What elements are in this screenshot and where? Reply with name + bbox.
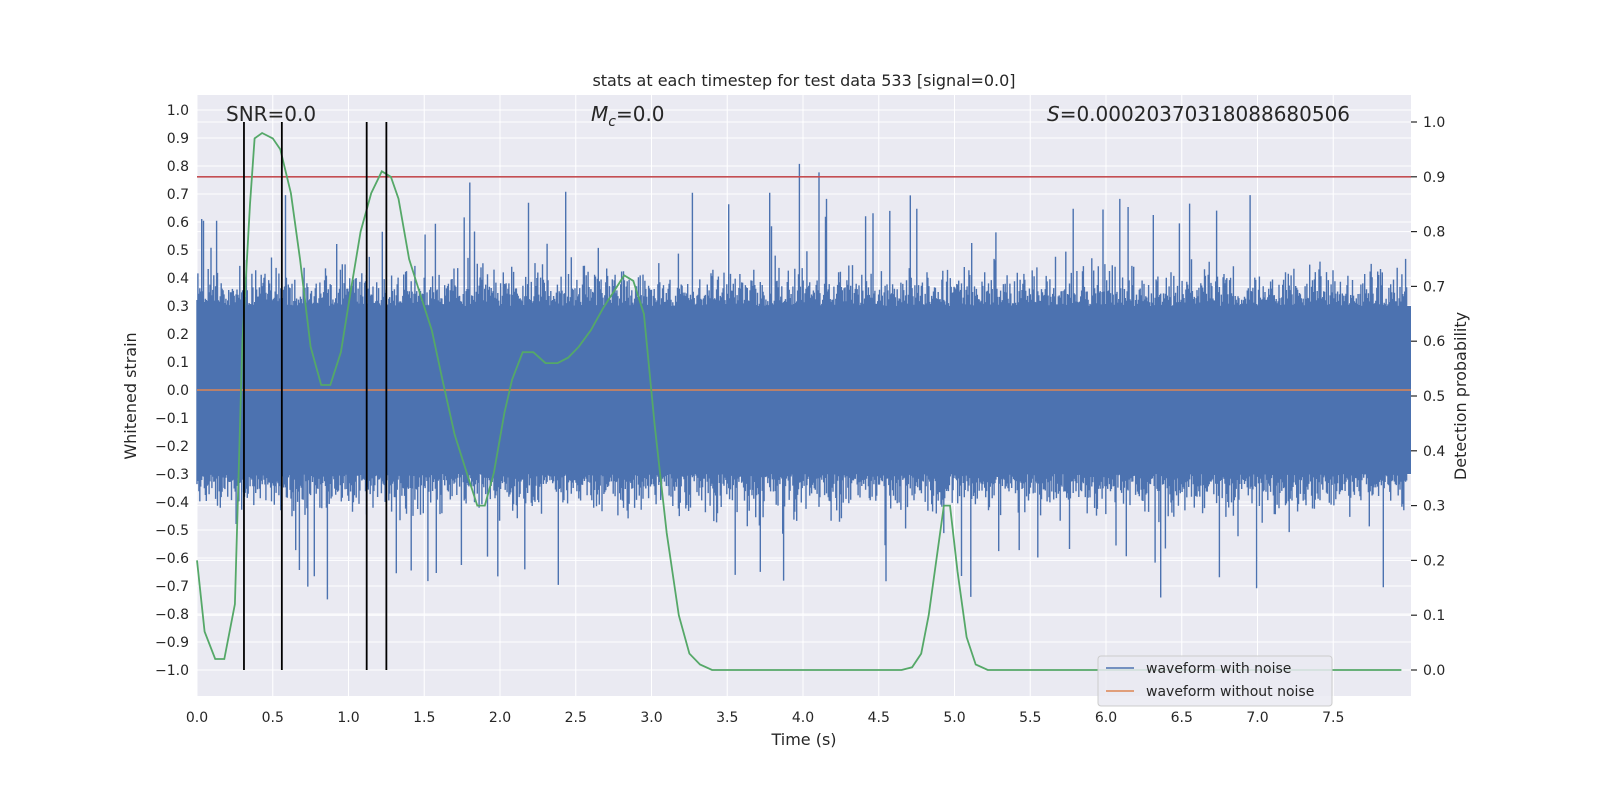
y2-tick-label: 0.2 (1423, 553, 1445, 569)
x-tick-label: 1.0 (337, 710, 359, 726)
x-tick-label: 2.5 (565, 710, 587, 726)
legend: waveform with noise waveform without noi… (1097, 655, 1333, 707)
x-axis-label: Time (s) (770, 730, 836, 749)
legend-box (1097, 655, 1333, 707)
y-tick-label: −0.1 (155, 411, 189, 427)
y2-tick-label: 0.1 (1423, 608, 1445, 624)
x-tick-label: 3.5 (716, 710, 738, 726)
x-tick-label: 5.5 (1019, 710, 1041, 726)
y-tick-label: −0.8 (155, 607, 189, 623)
y2-tick-label: 0.3 (1423, 499, 1445, 515)
legend-label-clean: waveform without noise (1146, 684, 1314, 700)
x-tick-label: 7.5 (1322, 710, 1344, 726)
y-tick-label: 0.6 (167, 215, 189, 231)
y-tick-label: −0.6 (155, 551, 189, 567)
y2-tick-label: 0.8 (1423, 225, 1445, 241)
snr-annotation: SNR=0.0 (226, 102, 316, 126)
x-tick-label: 5.0 (943, 710, 965, 726)
y-tick-label: −0.5 (155, 523, 189, 539)
y2-tick-label: 0.9 (1423, 170, 1445, 186)
s-statistic-symbol: S (1047, 102, 1060, 126)
y2-tick-label: 0.5 (1423, 389, 1445, 405)
chirp-mass-value: =0.0 (616, 102, 665, 126)
s-statistic-value: =0.00020370318088680506 (1060, 102, 1350, 126)
x-tick-label: 4.5 (868, 710, 890, 726)
x-tick-label: 3.0 (640, 710, 662, 726)
x-tick-labels: 0.0 0.5 1.0 1.5 2.0 2.5 3.0 3.5 4.0 4.5 5.0 5.5 6.0 6… (186, 710, 1345, 726)
y2-tick-label: 0.7 (1423, 279, 1445, 295)
x-tick-label: 1.5 (413, 710, 435, 726)
y-tick-label: 0.9 (167, 131, 189, 147)
x-tick-label: 7.0 (1246, 710, 1268, 726)
chirp-mass-subscript: c (608, 114, 616, 130)
y-tick-label: 0.5 (167, 243, 189, 259)
y-tick-label: −1.0 (155, 663, 189, 679)
y-axis-label: Whitened strain (121, 332, 140, 459)
y-tick-label: −0.2 (155, 439, 189, 455)
y-tick-label: 0.3 (167, 299, 189, 315)
chirp-mass-annotation: Mc=0.0 (591, 102, 665, 130)
y-tick-label: 1.0 (167, 103, 189, 119)
chirp-mass-symbol: M (591, 102, 608, 126)
x-tick-label: 0.5 (262, 710, 284, 726)
chart-title: stats at each timestep for test data 533… (592, 71, 1015, 90)
s-statistic-annotation: S=0.00020370318088680506 (1047, 102, 1350, 126)
y-tick-label: 0.4 (167, 271, 189, 287)
y-tick-label: 0.2 (167, 327, 189, 343)
y-tick-label: −0.4 (155, 495, 189, 511)
y-tick-label: 0.1 (167, 355, 189, 371)
detection-probability-line (196, 131, 1402, 671)
x-tick-label: 4.0 (792, 710, 814, 726)
detection-probability-path (196, 131, 1402, 671)
x-tick-label: 6.5 (1171, 710, 1193, 726)
x-tick-label: 2.0 (489, 710, 511, 726)
y-tick-label: 0.7 (167, 187, 189, 203)
y2-tick-labels: 1.0 0.9 0.8 0.7 0.6 0.5 0.4 0.3 0.2 0.1 0.0 (1411, 115, 1445, 679)
vertical-marker-lines (243, 122, 388, 670)
y2-tick-label: 0.6 (1423, 334, 1445, 350)
y-tick-label: 0.8 (167, 159, 189, 175)
legend-label-noise: waveform with noise (1146, 661, 1291, 677)
y-tick-label: −0.3 (155, 467, 189, 483)
y2-tick-label: 0.0 (1423, 663, 1445, 679)
y2-tick-label: 0.4 (1423, 444, 1445, 460)
y2-tick-label: 1.0 (1423, 115, 1445, 131)
y2-axis-label: Detection probability (1451, 312, 1470, 480)
y-tick-label: −0.7 (155, 579, 189, 595)
y-tick-label: 0.0 (167, 383, 189, 399)
x-tick-label: 6.0 (1095, 710, 1117, 726)
y-tick-labels: 1.0 0.9 0.8 0.7 0.6 0.5 0.4 0.3 0.2 0.1 0.0 −0.1 −0.… (155, 103, 189, 679)
x-tick-label: 0.0 (186, 710, 208, 726)
y-tick-label: −0.9 (155, 635, 189, 651)
